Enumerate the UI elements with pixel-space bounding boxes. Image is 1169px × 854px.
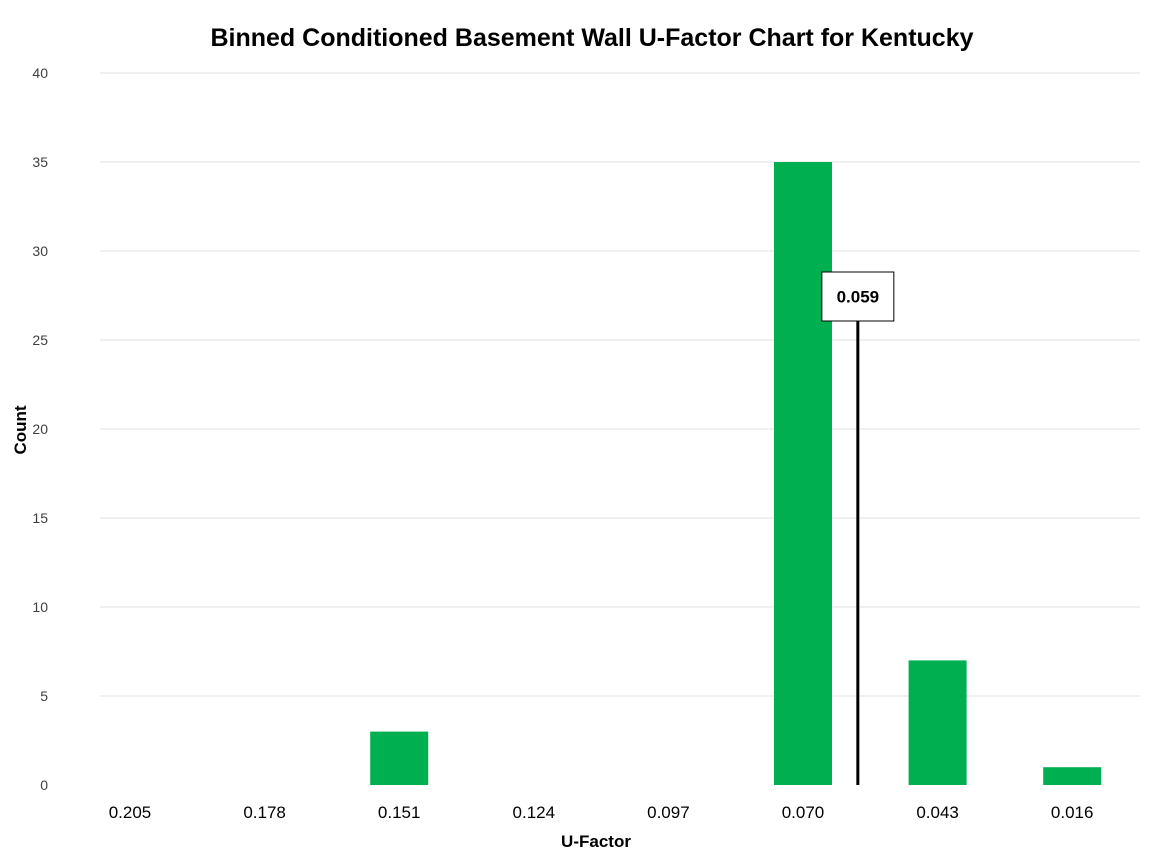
bar-0.070 <box>774 162 832 785</box>
x-tick-label: 0.151 <box>378 803 421 822</box>
x-tick-label: 0.178 <box>243 803 286 822</box>
y-tick-label: 20 <box>32 421 48 437</box>
x-tick-label: 0.205 <box>109 803 152 822</box>
bars <box>370 162 1102 785</box>
x-tick-label: 0.097 <box>647 803 690 822</box>
reference-marker: 0.059 <box>821 271 895 785</box>
x-tick-label: 0.124 <box>513 803 556 822</box>
y-axis-ticks: 0 5 10 15 20 25 30 35 40 <box>32 65 48 793</box>
reference-label-box <box>821 271 895 322</box>
chart-title: Binned Conditioned Basement Wall U-Facto… <box>210 24 973 52</box>
x-axis-ticks: 0.205 0.178 0.151 0.124 0.097 0.070 0.043 0.016 <box>109 803 1094 822</box>
x-tick-label: 0.043 <box>916 803 959 822</box>
bar-0.151 <box>370 731 429 785</box>
gridlines <box>100 72 1140 697</box>
bar-0.016 <box>1043 767 1102 785</box>
x-tick-label: 0.070 <box>782 803 825 822</box>
y-tick-label: 10 <box>32 599 48 615</box>
x-tick-label: 0.016 <box>1051 803 1094 822</box>
y-tick-label: 25 <box>32 332 48 348</box>
y-axis-title: Count <box>11 405 30 454</box>
bar-0.043 <box>908 660 967 785</box>
y-tick-label: 30 <box>32 243 48 259</box>
y-tick-label: 5 <box>40 688 48 704</box>
y-tick-label: 0 <box>40 777 48 793</box>
reference-label: 0.059 <box>837 288 880 307</box>
y-tick-label: 15 <box>32 510 48 526</box>
x-axis-title: U-Factor <box>561 832 631 851</box>
y-tick-label: 35 <box>32 154 48 170</box>
y-tick-label: 40 <box>32 65 48 81</box>
